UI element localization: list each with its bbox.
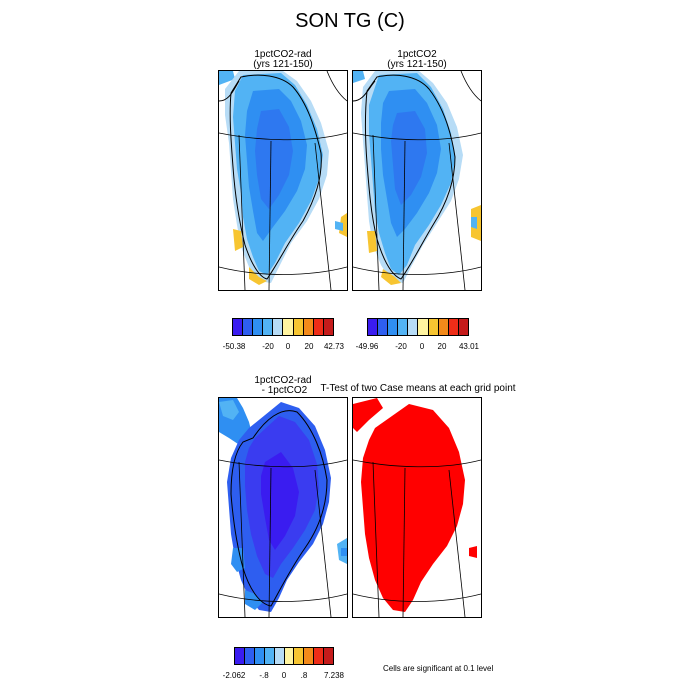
map-panel-difference: [218, 397, 348, 618]
colorbar-tick-label: -20: [395, 342, 407, 351]
colorbar-1pctco2: [367, 318, 469, 336]
colorbar-swatch: [243, 319, 254, 335]
colorbar-tick-label: -49.96: [355, 342, 379, 351]
colorbar-swatch: [368, 319, 379, 335]
colorbar-swatch: [438, 319, 449, 335]
colorbar-swatch: [233, 319, 244, 335]
colorbar-swatch: [293, 319, 304, 335]
colorbar-swatch: [448, 319, 459, 335]
colorbar-tick-label: 42.73: [323, 342, 345, 351]
colorbar-tick-label: -.8: [259, 671, 269, 680]
panel-title-difference: 1pctCO2-rad - 1pctCO2: [254, 375, 312, 396]
colorbar-tick-label: 20: [304, 342, 314, 351]
map-panel-1pctco2-rad: [218, 70, 348, 291]
colorbar-swatch: [273, 319, 284, 335]
colorbar-swatch: [458, 319, 468, 335]
colorbar-swatch: [314, 648, 325, 664]
colorbar-swatch: [428, 319, 439, 335]
colorbar-swatch: [388, 319, 399, 335]
colorbar-swatch: [254, 648, 265, 664]
colorbar-swatch: [304, 648, 315, 664]
colorbar-tick-label: -20: [262, 342, 274, 351]
colorbar-swatch: [303, 319, 314, 335]
colorbar-swatch: [418, 319, 429, 335]
colorbar-tick-label: 0: [285, 342, 291, 351]
colorbar-swatch: [398, 319, 409, 335]
colorbar-difference: [234, 647, 334, 665]
colorbar-swatch: [313, 319, 324, 335]
significance-note: Cells are significant at 0.1 level: [383, 664, 494, 673]
colorbar-tick-label: .8: [300, 671, 308, 680]
colorbar-tick-label: -2.062: [222, 671, 246, 680]
colorbar-tick-label: 7.238: [323, 671, 345, 680]
colorbar-swatch: [283, 319, 294, 335]
colorbar-swatch: [253, 319, 264, 335]
panel-title-ttest: T-Test of two Case means at each grid po…: [320, 383, 516, 394]
colorbar-swatch: [244, 648, 255, 664]
map-panel-1pctco2: [352, 70, 482, 291]
colorbar-1pctco2-rad: [232, 318, 334, 336]
panel-title-1pctco2-rad: 1pctCO2-rad (yrs 121-150): [253, 49, 313, 70]
colorbar-swatch: [324, 648, 334, 664]
colorbar-swatch: [294, 648, 305, 664]
colorbar-tick-label: 20: [437, 342, 447, 351]
colorbar-swatch: [264, 648, 275, 664]
colorbar-tick-label: 43.01: [458, 342, 480, 351]
colorbar-swatch: [378, 319, 389, 335]
figure-title: SON TG (C): [295, 10, 405, 32]
colorbar-swatch: [235, 648, 245, 664]
colorbar-swatch: [408, 319, 419, 335]
colorbar-swatch: [263, 319, 274, 335]
map-panel-ttest: [352, 397, 482, 618]
colorbar-tick-label: 0: [281, 671, 287, 680]
colorbar-tick-label: 0: [419, 342, 425, 351]
colorbar-swatch: [284, 648, 295, 664]
colorbar-tick-label: -50.38: [222, 342, 246, 351]
panel-title-1pctco2: 1pctCO2 (yrs 121-150): [387, 49, 447, 70]
colorbar-swatch: [323, 319, 333, 335]
colorbar-swatch: [274, 648, 285, 664]
